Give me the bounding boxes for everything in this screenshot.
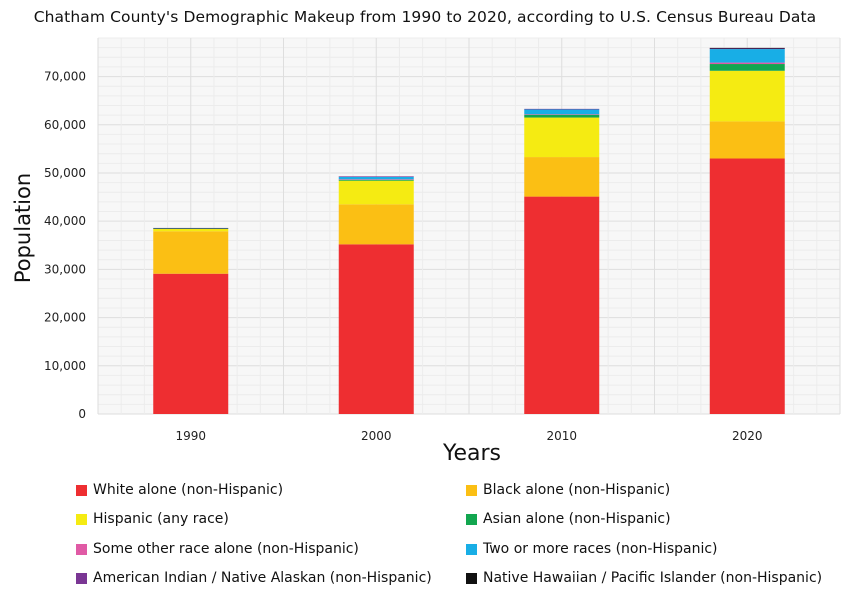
bar-segment xyxy=(153,228,229,230)
bar-segment xyxy=(524,109,600,115)
legend-label: Asian alone (non-Hispanic) xyxy=(483,511,671,527)
legend-item: Some other race alone (non-Hispanic) xyxy=(76,541,359,557)
bar-segment xyxy=(153,273,229,414)
legend-label: Hispanic (any race) xyxy=(93,511,229,527)
legend-label: Native Hawaiian / Pacific Islander (non-… xyxy=(483,570,823,586)
bar-segment xyxy=(709,49,785,63)
y-tick-label: 60,000 xyxy=(44,118,86,132)
bar-segment xyxy=(524,196,600,414)
bar-segment xyxy=(709,48,785,50)
chart-title: Chatham County's Demographic Makeup from… xyxy=(33,8,817,26)
bar-segment xyxy=(338,176,414,177)
bar-segment xyxy=(153,231,229,274)
bar-segment xyxy=(524,157,600,197)
legend-item: Hispanic (any race) xyxy=(76,511,229,527)
legend-swatch xyxy=(466,513,477,525)
x-axis-title: Years xyxy=(442,441,501,466)
x-tick-label: 2020 xyxy=(732,429,763,443)
legend-label: Some other race alone (non-Hispanic) xyxy=(93,541,359,557)
bar-segment xyxy=(338,179,414,181)
y-tick-label: 20,000 xyxy=(44,311,86,325)
legend-item: Native Hawaiian / Pacific Islander (non-… xyxy=(466,570,822,586)
legend-swatch xyxy=(76,513,87,525)
bar-segment xyxy=(709,62,785,65)
y-tick-label: 10,000 xyxy=(44,359,86,373)
bar-segment xyxy=(338,204,414,245)
bar-segment xyxy=(709,121,785,159)
legend-label: White alone (non-Hispanic) xyxy=(93,482,284,498)
bar-segment xyxy=(338,244,414,414)
x-tick-label: 1990 xyxy=(175,429,206,443)
y-tick-label: 0 xyxy=(78,407,86,421)
y-tick-label: 50,000 xyxy=(44,166,86,180)
legend-item: Black alone (non-Hispanic) xyxy=(466,482,670,498)
legend-item: White alone (non-Hispanic) xyxy=(76,482,283,498)
axes: 0 10,000 20,000 30,000 40,000 50,000 60,000 70,… xyxy=(44,70,763,443)
bars xyxy=(153,47,785,414)
legend-label: Black alone (non-Hispanic) xyxy=(483,482,671,498)
bar-segment xyxy=(524,114,600,118)
bar-segment xyxy=(709,70,785,122)
legend-swatch xyxy=(76,543,87,555)
legend-swatch xyxy=(466,543,477,555)
legend-swatch xyxy=(466,572,477,584)
bar-segment xyxy=(524,117,600,158)
bar-segment xyxy=(524,108,600,110)
legend: White alone (non-Hispanic) Black alone (n… xyxy=(0,478,850,598)
legend-item: Two or more races (non-Hispanic) xyxy=(466,541,718,557)
bar-segment xyxy=(338,180,414,205)
legend-swatch xyxy=(466,484,477,496)
legend-item: Asian alone (non-Hispanic) xyxy=(466,511,671,527)
bar-segment xyxy=(338,179,414,180)
y-tick-label: 30,000 xyxy=(44,262,86,276)
y-axis-title: Population xyxy=(11,173,35,283)
bar-segment xyxy=(709,47,785,49)
y-tick-label: 40,000 xyxy=(44,214,86,228)
x-tick-label: 2000 xyxy=(361,429,392,443)
bar-segment xyxy=(709,158,785,414)
legend-item: American Indian / Native Alaskan (non-Hi… xyxy=(76,570,432,586)
legend-swatch xyxy=(76,572,87,584)
legend-label: Two or more races (non-Hispanic) xyxy=(483,541,718,557)
y-tick-label: 70,000 xyxy=(44,70,86,84)
bar-segment xyxy=(709,64,785,71)
x-tick-label: 2010 xyxy=(546,429,577,443)
legend-label: American Indian / Native Alaskan (non-Hi… xyxy=(93,570,432,586)
bar-segment xyxy=(524,114,600,115)
bar-segment xyxy=(153,228,229,232)
legend-swatch xyxy=(76,484,87,496)
bar-segment xyxy=(338,176,414,180)
bar-segment xyxy=(153,227,229,229)
